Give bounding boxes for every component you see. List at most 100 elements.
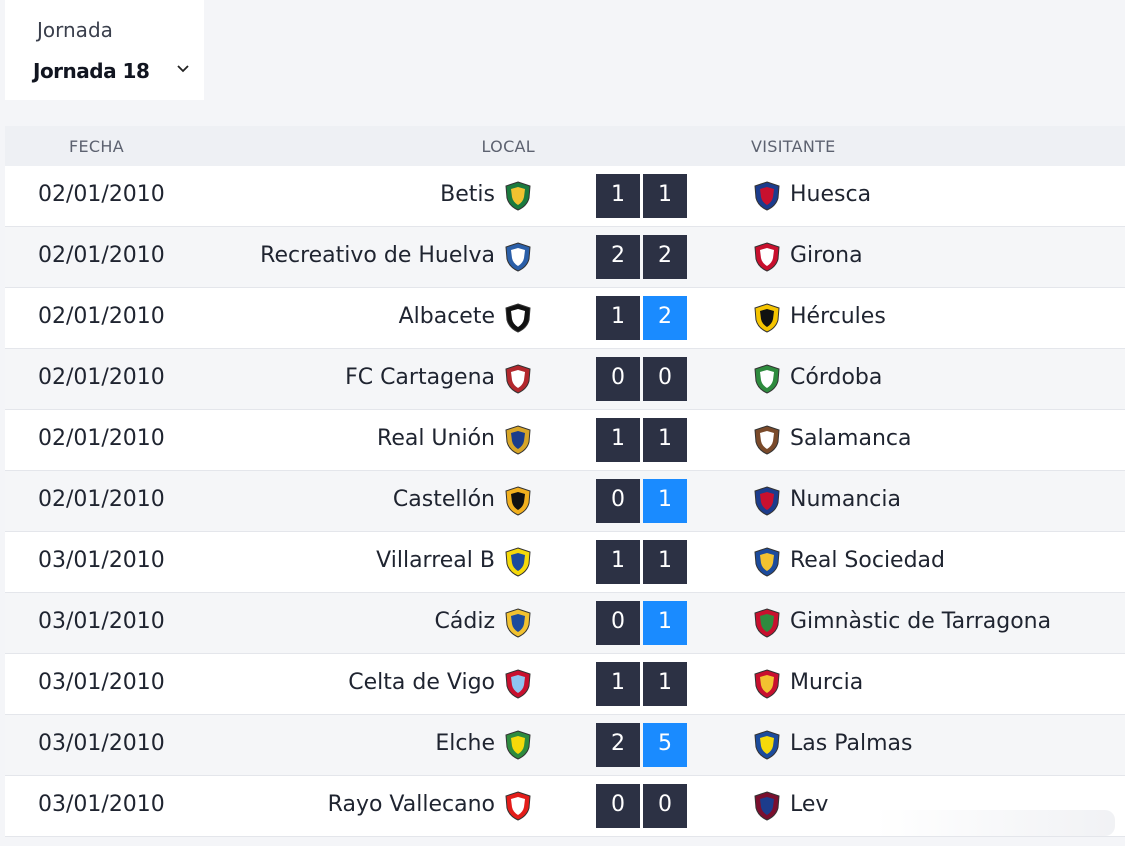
match-date: 02/01/2010 (38, 182, 165, 207)
home-team-name[interactable]: Celta de Vigo (348, 670, 495, 695)
home-team-name[interactable]: Recreativo de Huelva (260, 243, 495, 268)
away-team-name[interactable]: Córdoba (790, 365, 883, 390)
team-crest-icon (751, 241, 783, 273)
team-crest-icon (502, 363, 534, 395)
matches-table: FECHA LOCAL VISITANTE 02/01/2010 Betis 1 1 H… (5, 126, 1125, 837)
home-score: 1 (596, 418, 640, 462)
header-fecha: FECHA (69, 137, 124, 156)
home-team-name[interactable]: FC Cartagena (345, 365, 495, 390)
match-date: 03/01/2010 (38, 731, 165, 756)
home-team-name[interactable]: Castellón (392, 487, 495, 512)
away-score: 1 (643, 540, 687, 584)
home-team-name[interactable]: Cádiz (434, 609, 495, 634)
away-team-name[interactable]: Real Sociedad (790, 548, 945, 573)
away-score: 2 (643, 296, 687, 340)
team-crest-icon (751, 546, 783, 578)
header-visitante: VISITANTE (751, 137, 836, 156)
jornada-dropdown[interactable]: Jornada 18 (33, 56, 198, 86)
away-score: 5 (643, 723, 687, 767)
team-crest-icon (502, 668, 534, 700)
away-score: 1 (643, 601, 687, 645)
match-date: 03/01/2010 (38, 548, 165, 573)
match-date: 03/01/2010 (38, 792, 165, 817)
table-body: 02/01/2010 Betis 1 1 Huesca 02/01/2010 Recreat… (5, 166, 1125, 837)
match-date: 02/01/2010 (38, 365, 165, 390)
home-score: 2 (596, 723, 640, 767)
table-header: FECHA LOCAL VISITANTE (5, 126, 1125, 166)
home-score: 1 (596, 540, 640, 584)
jornada-selected-value: Jornada 18 (33, 59, 150, 83)
jornada-filter: Jornada Jornada 18 (5, 0, 204, 100)
team-crest-icon (751, 668, 783, 700)
team-crest-icon (751, 607, 783, 639)
match-date: 02/01/2010 (38, 426, 165, 451)
table-row[interactable]: 03/01/2010 Celta de Vigo 1 1 Murcia (5, 654, 1125, 715)
away-score: 1 (643, 662, 687, 706)
home-team-name[interactable]: Villarreal B (376, 548, 495, 573)
home-team-name[interactable]: Rayo Vallecano (327, 792, 495, 817)
away-score: 1 (643, 174, 687, 218)
home-team-name[interactable]: Real Unión (377, 426, 495, 451)
away-team-name[interactable]: Las Palmas (790, 731, 913, 756)
table-row[interactable]: 02/01/2010 Albacete 1 2 Hércules (5, 288, 1125, 349)
away-score: 1 (643, 479, 687, 523)
match-date: 03/01/2010 (38, 670, 165, 695)
table-row[interactable]: 03/01/2010 Cádiz 0 1 Gimnàstic de Tarragona (5, 593, 1125, 654)
home-team-name[interactable]: Elche (435, 731, 495, 756)
match-date: 03/01/2010 (38, 609, 165, 634)
team-crest-icon (502, 180, 534, 212)
away-team-name[interactable]: Murcia (790, 670, 864, 695)
home-score: 1 (596, 662, 640, 706)
away-score: 2 (643, 235, 687, 279)
match-date: 02/01/2010 (38, 243, 165, 268)
table-row[interactable]: 02/01/2010 Real Unión 1 1 Salamanca (5, 410, 1125, 471)
team-crest-icon (751, 485, 783, 517)
team-crest-icon (502, 729, 534, 761)
home-score: 1 (596, 296, 640, 340)
table-row[interactable]: 02/01/2010 FC Cartagena 0 0 Córdoba (5, 349, 1125, 410)
watermark-overlay (815, 810, 1115, 836)
away-team-name[interactable]: Hércules (790, 304, 886, 329)
team-crest-icon (751, 424, 783, 456)
table-row[interactable]: 03/01/2010 Villarreal B 1 1 Real Sociedad (5, 532, 1125, 593)
jornada-caption: Jornada (37, 18, 113, 42)
team-crest-icon (502, 485, 534, 517)
team-crest-icon (502, 241, 534, 273)
table-row[interactable]: 02/01/2010 Betis 1 1 Huesca (5, 166, 1125, 227)
away-team-name[interactable]: Salamanca (790, 426, 912, 451)
home-score: 0 (596, 357, 640, 401)
team-crest-icon (751, 302, 783, 334)
away-score: 1 (643, 418, 687, 462)
header-local: LOCAL (481, 137, 535, 156)
team-crest-icon (502, 790, 534, 822)
team-crest-icon (502, 424, 534, 456)
home-score: 2 (596, 235, 640, 279)
team-crest-icon (502, 302, 534, 334)
away-score: 0 (643, 784, 687, 828)
home-team-name[interactable]: Albacete (398, 304, 495, 329)
table-row[interactable]: 02/01/2010 Recreativo de Huelva 2 2 Girona (5, 227, 1125, 288)
team-crest-icon (502, 607, 534, 639)
team-crest-icon (751, 363, 783, 395)
team-crest-icon (751, 790, 783, 822)
team-crest-icon (502, 546, 534, 578)
away-score: 0 (643, 357, 687, 401)
away-team-name[interactable]: Huesca (790, 182, 872, 207)
home-score: 1 (596, 174, 640, 218)
match-date: 02/01/2010 (38, 487, 165, 512)
away-team-name[interactable]: Girona (790, 243, 863, 268)
home-score: 0 (596, 479, 640, 523)
table-row[interactable]: 03/01/2010 Rayo Vallecano 0 0 Lev (5, 776, 1125, 837)
table-row[interactable]: 03/01/2010 Elche 2 5 Las Palmas (5, 715, 1125, 776)
chevron-down-icon (177, 65, 189, 73)
home-score: 0 (596, 601, 640, 645)
away-team-name[interactable]: Gimnàstic de Tarragona (790, 609, 1052, 634)
team-crest-icon (751, 180, 783, 212)
away-team-name[interactable]: Numancia (790, 487, 901, 512)
home-score: 0 (596, 784, 640, 828)
team-crest-icon (751, 729, 783, 761)
table-row[interactable]: 02/01/2010 Castellón 0 1 Numancia (5, 471, 1125, 532)
home-team-name[interactable]: Betis (440, 182, 495, 207)
match-date: 02/01/2010 (38, 304, 165, 329)
